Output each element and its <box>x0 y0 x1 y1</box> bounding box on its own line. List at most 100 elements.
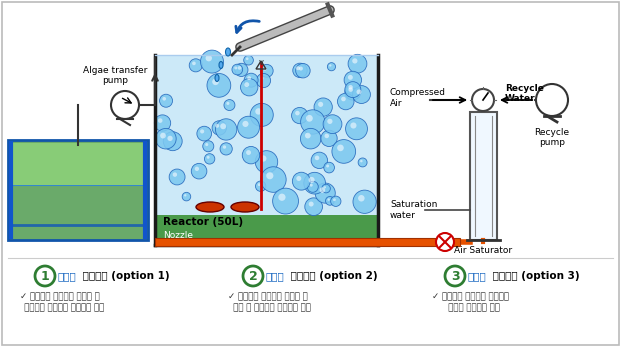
Circle shape <box>238 66 242 70</box>
Circle shape <box>197 126 212 141</box>
Circle shape <box>189 59 202 72</box>
Text: 3: 3 <box>451 270 460 282</box>
Text: Recycle
Water: Recycle Water <box>505 84 544 103</box>
Text: Algae transfer
pump: Algae transfer pump <box>83 66 147 85</box>
Circle shape <box>309 177 315 183</box>
Bar <box>470 112 497 240</box>
Circle shape <box>348 54 367 73</box>
Bar <box>8 140 148 240</box>
Circle shape <box>255 181 266 192</box>
Ellipse shape <box>231 202 259 212</box>
Circle shape <box>360 160 363 162</box>
Circle shape <box>344 71 361 89</box>
Bar <box>155 55 378 215</box>
Circle shape <box>260 155 266 162</box>
Text: Reactor (50L): Reactor (50L) <box>163 217 243 227</box>
Circle shape <box>348 87 353 92</box>
Circle shape <box>299 67 303 70</box>
Circle shape <box>327 63 335 71</box>
Circle shape <box>310 184 313 187</box>
Circle shape <box>436 233 454 251</box>
Text: 응집제: 응집제 <box>266 271 285 281</box>
Circle shape <box>445 266 465 286</box>
Circle shape <box>256 74 271 88</box>
Circle shape <box>327 119 332 124</box>
Text: v: v <box>258 58 263 67</box>
Circle shape <box>472 89 494 111</box>
Text: Recycle
pump: Recycle pump <box>535 128 569 147</box>
Circle shape <box>333 198 336 201</box>
Circle shape <box>192 61 196 65</box>
Circle shape <box>255 151 278 173</box>
Circle shape <box>250 103 273 126</box>
Bar <box>155 238 460 246</box>
Circle shape <box>111 91 139 119</box>
Circle shape <box>205 143 208 146</box>
Circle shape <box>212 78 219 85</box>
Circle shape <box>322 184 330 193</box>
Circle shape <box>223 145 226 149</box>
Ellipse shape <box>196 202 224 212</box>
Bar <box>155 215 378 245</box>
Circle shape <box>215 124 219 128</box>
Circle shape <box>227 102 229 105</box>
Bar <box>11 143 145 185</box>
Circle shape <box>337 145 344 151</box>
Circle shape <box>184 194 186 196</box>
Circle shape <box>201 50 224 73</box>
Circle shape <box>324 186 326 188</box>
Circle shape <box>160 133 166 138</box>
Circle shape <box>353 86 370 103</box>
Circle shape <box>158 118 163 123</box>
Circle shape <box>169 169 185 185</box>
Circle shape <box>292 172 310 190</box>
Circle shape <box>242 121 248 127</box>
Circle shape <box>314 98 332 116</box>
Text: 주입방법 (option 3): 주입방법 (option 3) <box>489 271 579 281</box>
Circle shape <box>206 55 212 61</box>
Circle shape <box>320 187 325 193</box>
Circle shape <box>296 66 300 70</box>
Circle shape <box>305 133 310 138</box>
Circle shape <box>240 78 258 96</box>
Circle shape <box>536 84 568 116</box>
Circle shape <box>195 167 199 171</box>
Text: 주입방법 (option 2): 주입방법 (option 2) <box>287 271 378 281</box>
Ellipse shape <box>225 48 230 56</box>
Circle shape <box>353 190 376 213</box>
Circle shape <box>358 195 365 202</box>
Circle shape <box>296 64 310 78</box>
Circle shape <box>329 64 332 67</box>
Circle shape <box>261 167 286 192</box>
Circle shape <box>246 150 251 155</box>
Circle shape <box>327 198 330 201</box>
Circle shape <box>202 141 214 152</box>
Circle shape <box>246 57 248 60</box>
Circle shape <box>207 74 231 97</box>
Circle shape <box>266 172 273 179</box>
Circle shape <box>243 56 253 65</box>
Circle shape <box>315 183 335 203</box>
Circle shape <box>307 181 319 192</box>
Ellipse shape <box>219 61 223 68</box>
Circle shape <box>337 93 354 110</box>
Text: 응집제: 응집제 <box>468 271 487 281</box>
Circle shape <box>260 65 273 77</box>
Circle shape <box>247 76 251 80</box>
Text: Nozzle: Nozzle <box>163 231 193 240</box>
Circle shape <box>235 63 248 76</box>
Circle shape <box>309 202 314 206</box>
Circle shape <box>220 123 226 129</box>
Circle shape <box>155 115 171 131</box>
Circle shape <box>243 266 263 286</box>
Circle shape <box>296 176 301 181</box>
Circle shape <box>163 97 166 101</box>
Circle shape <box>326 164 329 168</box>
Circle shape <box>163 132 182 151</box>
Circle shape <box>321 130 337 146</box>
Circle shape <box>295 111 300 116</box>
Circle shape <box>232 64 243 75</box>
Text: 응집제: 응집제 <box>58 271 77 281</box>
Circle shape <box>341 97 346 101</box>
Circle shape <box>224 100 235 111</box>
